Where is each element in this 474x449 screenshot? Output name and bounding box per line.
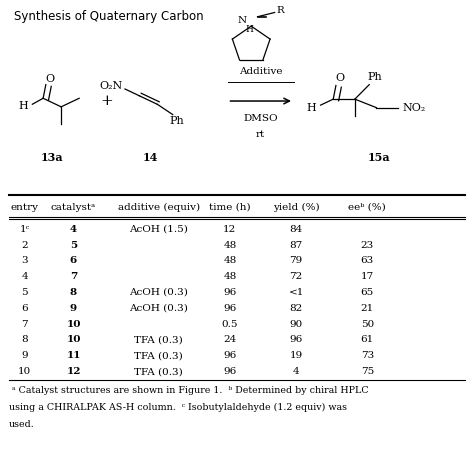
Text: 5: 5: [70, 241, 77, 250]
Text: 6: 6: [70, 256, 77, 265]
Text: 24: 24: [223, 335, 237, 344]
Text: AcOH (0.3): AcOH (0.3): [129, 288, 188, 297]
Text: N: N: [237, 16, 247, 25]
Text: 4: 4: [21, 272, 28, 281]
Text: 11: 11: [66, 351, 81, 360]
Text: entry: entry: [10, 202, 39, 211]
Text: additive (equiv): additive (equiv): [118, 202, 200, 212]
Text: O: O: [45, 74, 54, 84]
Text: used.: used.: [9, 420, 34, 429]
Text: O: O: [336, 73, 345, 83]
Text: <1: <1: [289, 288, 304, 297]
Text: AcOH (1.5): AcOH (1.5): [129, 224, 188, 234]
Text: ᵃ Catalyst structures are shown in Figure 1.  ᵇ Determined by chiral HPLC: ᵃ Catalyst structures are shown in Figur…: [12, 386, 368, 395]
Text: 14: 14: [143, 152, 158, 163]
Text: 48: 48: [223, 256, 237, 265]
Text: 8: 8: [70, 288, 77, 297]
Text: catalystᵃ: catalystᵃ: [51, 202, 96, 211]
Text: 1ᶜ: 1ᶜ: [19, 224, 30, 234]
Text: 21: 21: [361, 304, 374, 313]
Text: 72: 72: [290, 272, 303, 281]
Text: O₂N: O₂N: [100, 80, 123, 91]
Text: 5: 5: [21, 288, 28, 297]
Text: 9: 9: [21, 351, 28, 360]
Text: 65: 65: [361, 288, 374, 297]
Text: TFA (0.3): TFA (0.3): [135, 367, 183, 376]
Text: 4: 4: [293, 367, 300, 376]
Text: 17: 17: [361, 272, 374, 281]
Text: 50: 50: [361, 320, 374, 329]
Text: TFA (0.3): TFA (0.3): [135, 335, 183, 344]
Text: DMSO: DMSO: [243, 114, 278, 123]
Text: 3: 3: [21, 256, 28, 265]
Text: 90: 90: [290, 320, 303, 329]
Text: NO₂: NO₂: [402, 103, 426, 113]
Text: Ph: Ph: [170, 115, 184, 126]
Text: 96: 96: [223, 304, 237, 313]
Text: 12: 12: [66, 367, 81, 376]
Text: 96: 96: [223, 288, 237, 297]
Text: 13a: 13a: [41, 152, 64, 163]
Text: 7: 7: [70, 272, 77, 281]
Text: 23: 23: [361, 241, 374, 250]
Text: 10: 10: [18, 367, 31, 376]
Text: Ph: Ph: [367, 72, 382, 82]
Text: Synthesis of Quaternary Carbon: Synthesis of Quaternary Carbon: [14, 10, 204, 23]
Text: 82: 82: [290, 304, 303, 313]
Text: using a CHIRALPAK AS-H column.  ᶜ Isobutylaldehyde (1.2 equiv) was: using a CHIRALPAK AS-H column. ᶜ Isobuty…: [9, 403, 346, 412]
Text: eeᵇ (%): eeᵇ (%): [348, 202, 386, 211]
Text: 19: 19: [290, 351, 303, 360]
Text: 0.5: 0.5: [222, 320, 238, 329]
Text: 73: 73: [361, 351, 374, 360]
Text: 84: 84: [290, 224, 303, 234]
Text: 61: 61: [361, 335, 374, 344]
Text: 8: 8: [21, 335, 28, 344]
Text: H: H: [246, 25, 254, 34]
Text: 2: 2: [21, 241, 28, 250]
Text: TFA (0.3): TFA (0.3): [135, 351, 183, 360]
Text: 96: 96: [223, 367, 237, 376]
Text: 96: 96: [290, 335, 303, 344]
Text: 9: 9: [70, 304, 77, 313]
Text: 75: 75: [361, 367, 374, 376]
Text: R: R: [276, 6, 284, 15]
Text: 6: 6: [21, 304, 28, 313]
Text: H: H: [18, 101, 28, 111]
Text: AcOH (0.3): AcOH (0.3): [129, 304, 188, 313]
Text: 48: 48: [223, 272, 237, 281]
Text: rt: rt: [256, 130, 265, 139]
Text: Additive: Additive: [239, 67, 283, 76]
Text: time (h): time (h): [209, 202, 251, 211]
Text: 4: 4: [70, 224, 77, 234]
Text: 87: 87: [290, 241, 303, 250]
Text: 79: 79: [290, 256, 303, 265]
Text: 12: 12: [223, 224, 237, 234]
Text: 10: 10: [66, 320, 81, 329]
Text: yield (%): yield (%): [273, 202, 319, 212]
Text: 63: 63: [361, 256, 374, 265]
Text: 96: 96: [223, 351, 237, 360]
Text: 48: 48: [223, 241, 237, 250]
Text: +: +: [100, 94, 113, 108]
Text: H: H: [307, 103, 317, 113]
Text: 10: 10: [66, 335, 81, 344]
Text: 7: 7: [21, 320, 28, 329]
Text: 15a: 15a: [368, 152, 391, 163]
